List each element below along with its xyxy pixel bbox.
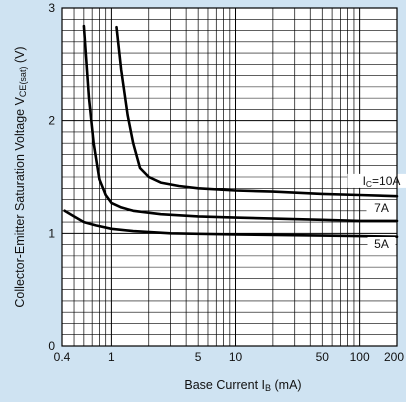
x-tick-label: 10 (229, 350, 243, 364)
x-tick-label: 200 (384, 350, 404, 364)
y-tick-label: 1 (48, 226, 55, 240)
series-label-bg (347, 173, 406, 188)
y-tick-label: 3 (48, 1, 55, 15)
series-label-7A: 7A (374, 201, 389, 215)
series-line-5A (63, 209, 399, 238)
x-tick-label: 100 (350, 350, 370, 364)
plot-frame (61, 7, 398, 347)
series-line-10A (115, 25, 399, 198)
y-tick-label: 0 (48, 339, 55, 353)
grid-layer (62, 8, 397, 346)
series-layer (63, 24, 399, 238)
y-tick-labels: 0 1 2 3 (48, 1, 55, 353)
series-label-layer: IC=10A 7A 5A (347, 173, 406, 251)
x-axis-label: Base Current IB (mA) (184, 378, 301, 393)
x-tick-label: 0.4 (54, 350, 71, 364)
series-line-7A (82, 24, 399, 223)
series-label-bg (366, 200, 397, 215)
series-label-5A: 5A (374, 237, 389, 251)
x-tick-labels: 0.4 1 5 10 50 100 200 (54, 350, 405, 364)
y-tick-label: 2 (48, 114, 55, 128)
series-label-bg (367, 236, 396, 251)
series-label-10A: IC=10A (363, 174, 401, 189)
x-tick-label: 5 (195, 350, 202, 364)
y-axis-label: Collector-Emitter Saturation Voltage VCE… (13, 46, 28, 307)
x-tick-label: 1 (108, 350, 115, 364)
x-tick-label: 50 (316, 350, 330, 364)
